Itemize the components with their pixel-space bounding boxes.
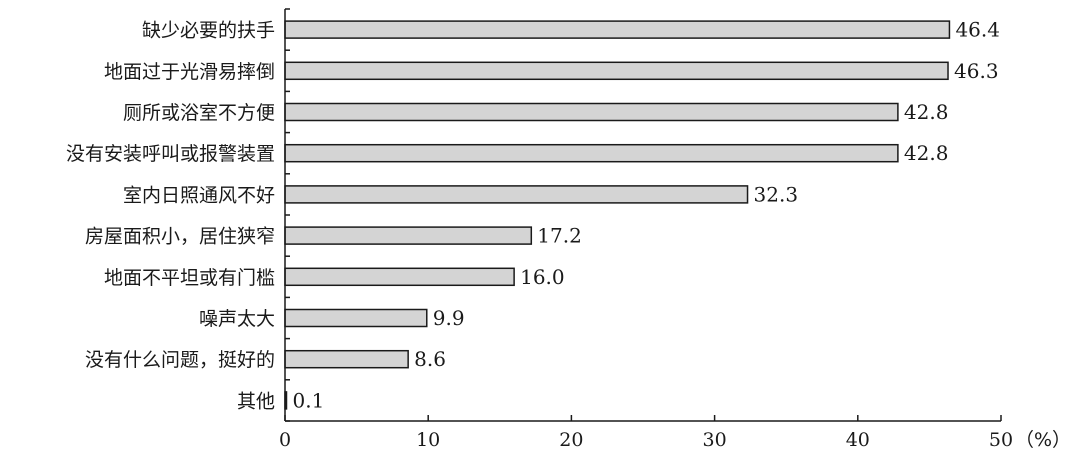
bar xyxy=(284,185,749,204)
x-tick-label: 10 xyxy=(416,429,440,451)
bar-value-label: 8.6 xyxy=(414,347,446,371)
bar-value-label: 0.1 xyxy=(293,388,325,412)
bar-value-label: 17.2 xyxy=(537,224,582,248)
bar xyxy=(284,20,951,39)
category-label: 厕所或浴室不方便 xyxy=(123,102,275,124)
category-label: 其他 xyxy=(237,390,275,412)
category-label: 没有什么问题，挺好的 xyxy=(85,349,275,371)
x-axis-unit-label: （%） xyxy=(1015,429,1071,451)
category-label: 缺少必要的扶手 xyxy=(142,20,275,42)
category-label: 地面过于光滑易摔倒 xyxy=(104,61,275,83)
category-label: 没有安装呼叫或报警装置 xyxy=(66,143,275,165)
category-label: 地面不平坦或有门槛 xyxy=(104,267,275,289)
bar xyxy=(284,267,515,287)
bar xyxy=(284,143,899,163)
bar xyxy=(284,349,409,369)
bars-layer xyxy=(284,20,951,410)
bar xyxy=(284,102,899,122)
x-ticks-layer: 0 10 20 30 40 50 xyxy=(279,415,1013,451)
category-label: 室内日照通风不好 xyxy=(123,184,275,206)
bar-value-label: 16.0 xyxy=(520,265,565,289)
bar-value-label: 46.4 xyxy=(955,18,1000,42)
bar-value-label: 42.8 xyxy=(904,100,949,124)
x-tick-label: 0 xyxy=(279,429,291,451)
category-label: 房屋面积小，居住狭窄 xyxy=(85,226,275,248)
bar-value-label: 46.3 xyxy=(954,59,999,83)
x-tick-label: 40 xyxy=(846,429,870,451)
category-labels-layer: 缺少必要的扶手地面过于光滑易摔倒厕所或浴室不方便没有安装呼叫或报警装置室内日照通… xyxy=(66,20,275,413)
y-ticks-layer xyxy=(285,8,290,422)
bar xyxy=(284,308,428,328)
bar xyxy=(284,61,949,81)
bar xyxy=(284,226,533,245)
value-labels-layer: 46.446.342.842.832.317.216.09.98.60.1 xyxy=(293,18,1000,413)
bar-value-label: 32.3 xyxy=(754,182,799,206)
bar-value-label: 42.8 xyxy=(904,141,949,165)
x-tick-label: 30 xyxy=(703,429,727,451)
x-tick-label: 50 xyxy=(989,429,1013,451)
x-tick-label: 20 xyxy=(559,429,583,451)
category-label: 噪声太大 xyxy=(199,308,275,330)
bar-value-label: 9.9 xyxy=(433,306,465,330)
